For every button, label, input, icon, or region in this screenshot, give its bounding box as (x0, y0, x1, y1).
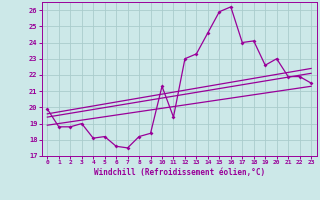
X-axis label: Windchill (Refroidissement éolien,°C): Windchill (Refroidissement éolien,°C) (94, 168, 265, 177)
